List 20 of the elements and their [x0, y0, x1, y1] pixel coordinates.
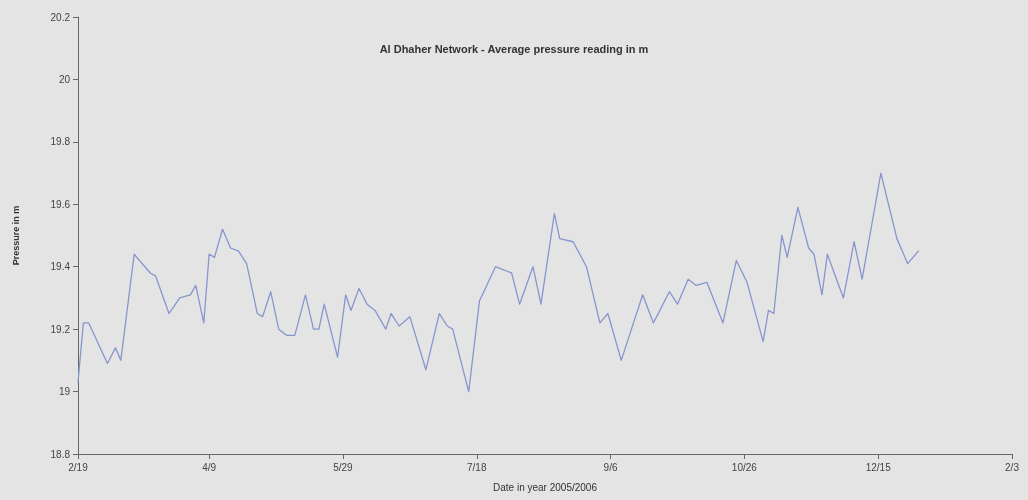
line-series	[77, 172, 919, 393]
y-tick-label: 20.2	[50, 11, 71, 23]
y-tick-label: 19.4	[50, 261, 71, 273]
x-axis-title: Date in year 2005/2006	[493, 481, 598, 493]
y-tick-label: 19.6	[50, 198, 71, 210]
x-tick-label: 4/9	[202, 461, 217, 473]
y-tick-label: 19.2	[50, 323, 71, 335]
x-tick-label: 2/19	[68, 461, 89, 473]
x-tick-label: 9/6	[603, 461, 618, 473]
x-tick-label: 7/18	[467, 461, 487, 473]
y-tick-label: 19	[58, 386, 71, 398]
y-tick-label: 20	[58, 73, 71, 85]
x-tick-label: 2/3	[1005, 461, 1020, 473]
y-axis-title: Pressure in m	[10, 205, 21, 266]
y-tick-label: 18.8	[50, 448, 71, 460]
x-tick-label: 10/26	[731, 461, 758, 473]
x-tick-label: 5/29	[333, 461, 354, 473]
text: Al Dhaher Network - Average pressure reading in m	[379, 42, 649, 55]
y-tick-label: 19.8	[50, 136, 71, 148]
x-tick-label: 12/15	[865, 461, 892, 473]
